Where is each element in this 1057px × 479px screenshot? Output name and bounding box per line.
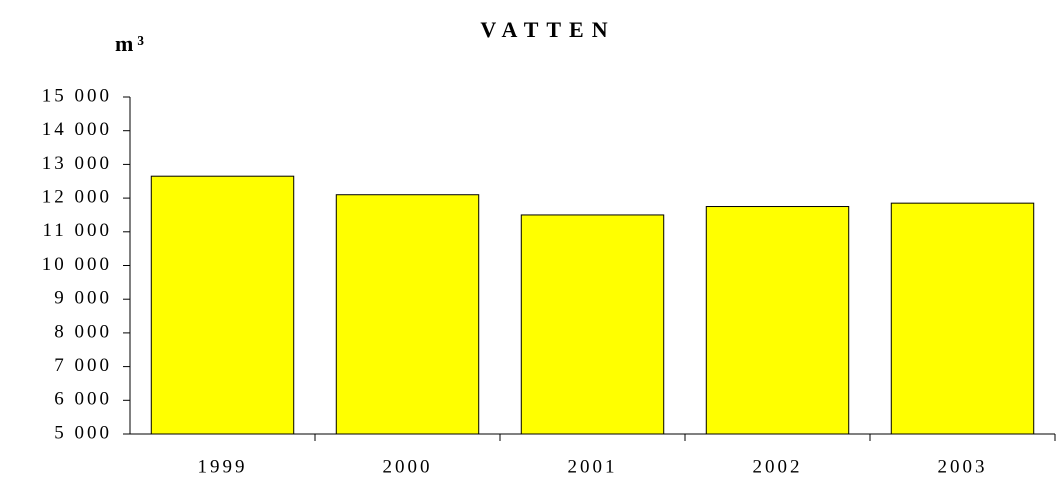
y-tick-label: 13 000	[42, 153, 112, 174]
x-tick-label: 2003	[938, 456, 988, 477]
y-tick-label: 11 000	[42, 220, 112, 241]
x-tick-label: 2001	[568, 456, 618, 477]
y-tick-label: 9 000	[54, 288, 112, 309]
bar	[150, 175, 295, 435]
x-tick-label: 2002	[753, 456, 803, 477]
y-tick-label: 7 000	[54, 355, 112, 376]
y-tick-label: 10 000	[42, 254, 112, 275]
y-axis-label: m³	[115, 31, 148, 56]
bar	[705, 206, 850, 435]
y-tick-label: 15 000	[42, 85, 112, 106]
bar	[890, 202, 1035, 435]
y-tick-label: 6 000	[54, 389, 112, 410]
x-tick-label: 1999	[198, 456, 248, 477]
chart-title: VATTEN	[480, 17, 615, 42]
y-tick-label: 14 000	[42, 119, 112, 140]
bar	[335, 194, 480, 435]
y-tick-label: 8 000	[54, 321, 112, 342]
y-tick-label: 5 000	[54, 422, 112, 443]
x-tick-label: 2000	[383, 456, 433, 477]
bar	[520, 214, 665, 435]
y-tick-label: 12 000	[42, 186, 112, 207]
